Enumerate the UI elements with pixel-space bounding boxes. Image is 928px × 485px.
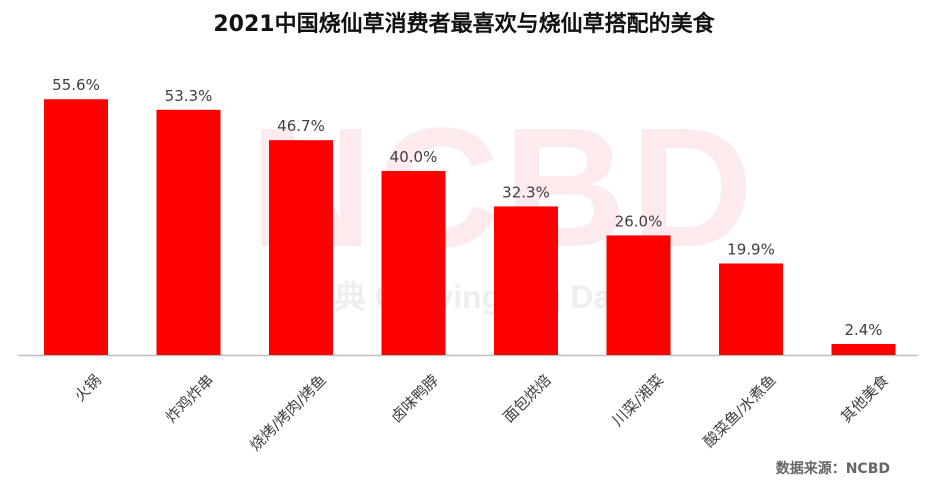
bar (381, 171, 446, 355)
data-label: 53.3% (165, 87, 213, 105)
data-label: 55.6% (52, 76, 100, 94)
data-label: 46.7% (277, 117, 325, 135)
bar (719, 263, 783, 355)
x-tick-label: 火锅 (71, 371, 105, 405)
data-label: 2.4% (844, 321, 882, 339)
bar (831, 343, 896, 355)
x-tick-label: 面包烘焙 (500, 371, 555, 426)
data-source-note: 数据来源：NCBD (775, 461, 890, 477)
chart-title: 2021中国烧仙草消费者最喜欢与烧仙草搭配的美食 (213, 12, 715, 37)
x-tick-label: 卤味鸭脖 (387, 371, 442, 426)
data-label: 19.9% (727, 240, 775, 258)
x-tick-label: 川菜/湘菜 (609, 371, 668, 430)
data-label: 32.3% (502, 183, 550, 201)
bar (606, 235, 671, 355)
x-tick-label: 炸鸡炸串 (162, 371, 217, 426)
x-tick-label: 酸菜鱼/水煮鱼 (700, 371, 780, 451)
x-tick-label: 烧烤/烤肉/烤鱼 (246, 371, 330, 455)
data-label: 26.0% (615, 212, 663, 230)
data-label: 40.0% (390, 148, 438, 166)
x-tick-label: 其他美食 (837, 371, 892, 426)
bar (44, 99, 108, 356)
bar (269, 140, 333, 355)
bar (494, 206, 558, 355)
bar (156, 109, 221, 355)
